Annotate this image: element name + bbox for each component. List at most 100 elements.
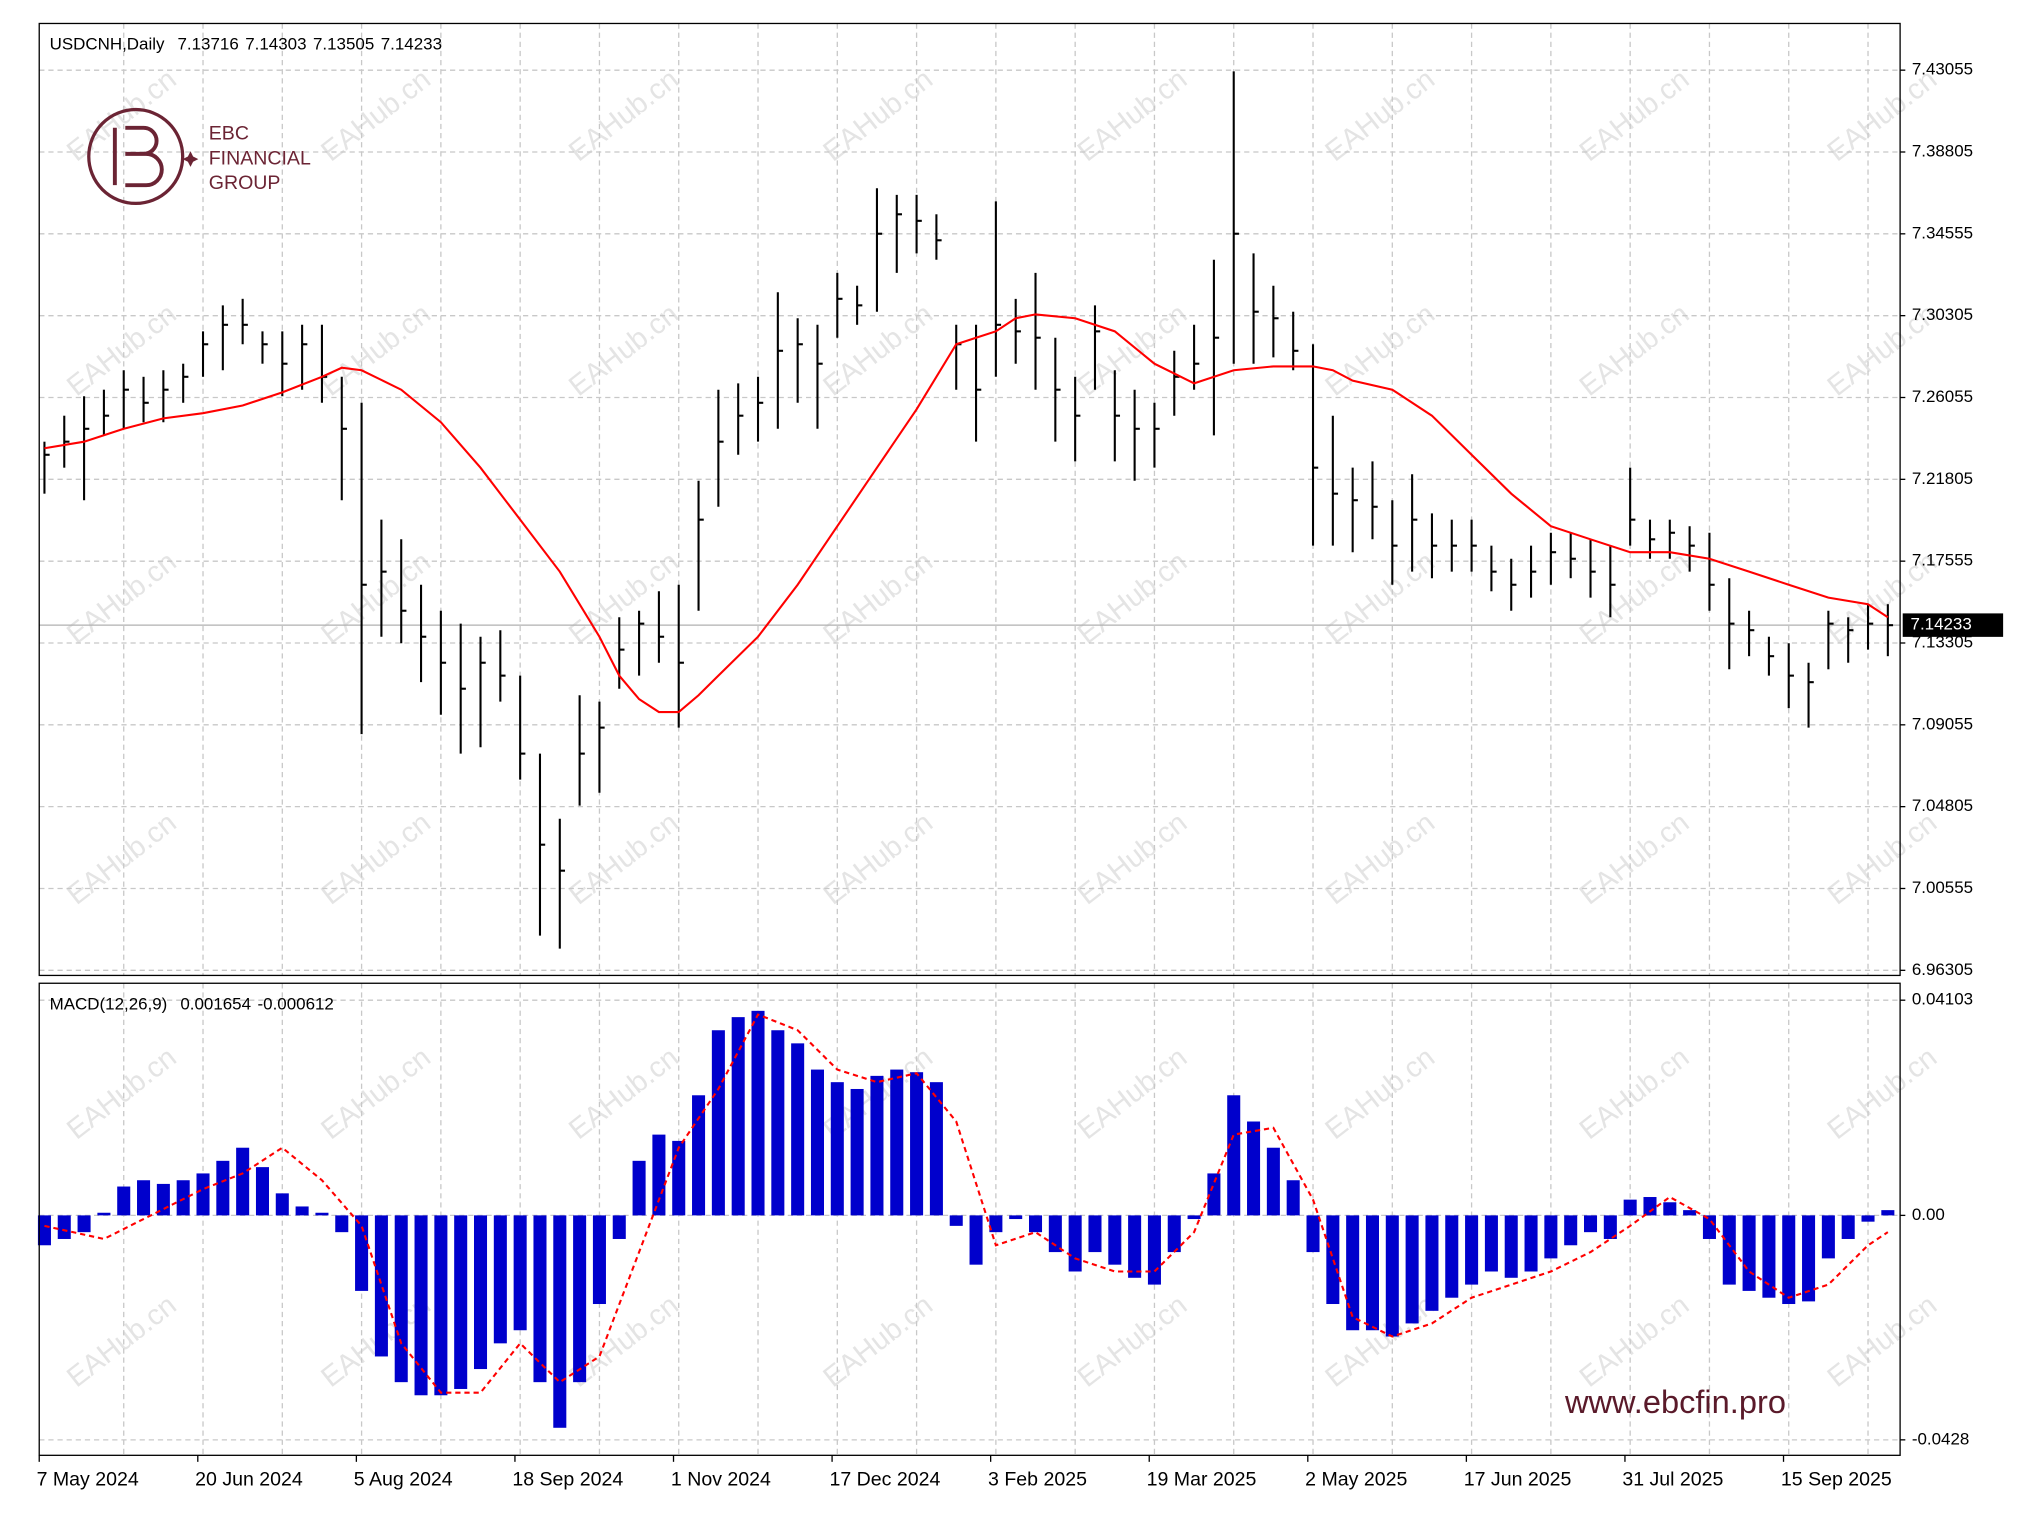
macd-bar [850, 1088, 864, 1216]
macd-bar [1128, 1215, 1142, 1278]
last-price-label: 7.14233 [1911, 615, 1972, 634]
header-value: 7.13505 [313, 35, 374, 54]
macd-bar [236, 1147, 250, 1216]
y-tick-label: 7.17555 [1912, 551, 1973, 570]
macd-bar [1802, 1215, 1816, 1302]
macd-bar [57, 1215, 71, 1239]
moving-average [44, 313, 1889, 714]
macd-bar [434, 1215, 448, 1396]
x-tick-label: 1 Nov 2024 [671, 1468, 771, 1490]
x-tick-label: 17 Jun 2025 [1464, 1468, 1572, 1490]
macd-bar [97, 1212, 111, 1216]
panel-title: MACD(12,26,9) 0.001654 -0.000612 [50, 995, 334, 1014]
macd-bar [77, 1215, 91, 1233]
main-panel [37, 23, 1901, 1456]
logo-glyph [112, 125, 164, 188]
logo-line: FINANCIAL [209, 147, 311, 169]
macd-bar [1683, 1210, 1697, 1216]
x-tick-label: 18 Sep 2024 [512, 1468, 623, 1490]
macd-bar [1861, 1215, 1875, 1222]
logo-star [182, 151, 199, 167]
header-value: 7.14233 [381, 35, 442, 54]
x-tick-label: 15 Sep 2025 [1781, 1468, 1892, 1490]
macd-bar [355, 1215, 369, 1291]
macd-bar [335, 1215, 349, 1233]
macd-bar [573, 1215, 587, 1383]
macd-bar [1504, 1215, 1518, 1278]
macd-bar [1108, 1215, 1122, 1265]
macd-bar [1028, 1215, 1043, 1233]
macd-bar [632, 1160, 646, 1216]
x-tick-label: 7 May 2024 [37, 1468, 139, 1490]
macd-bar [1643, 1197, 1657, 1216]
macd-bar [1564, 1215, 1578, 1246]
macd-bar [255, 1167, 269, 1216]
panel-title-name: MACD(12,26,9) [50, 995, 168, 1014]
macd-bar [791, 1043, 805, 1216]
macd-bar [137, 1180, 151, 1216]
macd-bar [315, 1212, 329, 1216]
macd-bar [1167, 1215, 1181, 1253]
macd-bar [1425, 1215, 1439, 1311]
x-tick-label: 20 Jun 2024 [195, 1468, 303, 1490]
macd-bar [1088, 1215, 1102, 1253]
macd-bar [1742, 1215, 1756, 1291]
panel-title-name: USDCNH,Daily [50, 35, 165, 54]
macd-bar [1722, 1215, 1736, 1285]
y-tick-label: 7.38805 [1912, 141, 1973, 160]
logo-line: GROUP [209, 172, 281, 194]
macd-bar [533, 1215, 547, 1383]
macd-bar [1266, 1147, 1280, 1216]
macd-bar [1702, 1215, 1716, 1239]
y-tick-label: 7.04805 [1912, 796, 1973, 815]
macd-bar [1306, 1215, 1320, 1253]
macd-bar [1782, 1215, 1796, 1305]
macd-bar [513, 1215, 527, 1331]
macd-bar [216, 1160, 230, 1216]
macd-bar [929, 1082, 943, 1216]
x-tick-label: 17 Dec 2024 [829, 1468, 940, 1490]
panel-title: USDCNH,Daily 7.13716 7.14303 7.13505 7.14233 [50, 35, 442, 54]
macd-bar [1147, 1215, 1161, 1285]
logo-name: EBC [209, 122, 249, 144]
y-tick-label: 7.13305 [1912, 632, 1973, 651]
macd-bar [1821, 1215, 1835, 1259]
macd-bar [910, 1072, 924, 1216]
macd-bar [1762, 1215, 1776, 1298]
macd-bar [1068, 1215, 1082, 1272]
macd-bar [1603, 1215, 1617, 1239]
macd-bar [1009, 1215, 1023, 1220]
y-tick-label: 7.09055 [1912, 714, 1973, 733]
macd-bar [176, 1180, 190, 1216]
macd-bar [1663, 1202, 1677, 1216]
logo-ring [87, 107, 185, 206]
y-tick-label: 7.00555 [1912, 878, 1973, 897]
header-value: 0.001654 [180, 995, 251, 1014]
macd-bar [1385, 1215, 1399, 1337]
macd-bar [117, 1186, 131, 1216]
y-tick-label: 0.04103 [1912, 990, 1973, 1009]
logo: EBC FINANCIAL GROUP [87, 107, 311, 206]
macd-bar [454, 1215, 468, 1389]
x-tick-label: 5 Aug 2024 [354, 1468, 453, 1490]
x-tick-label: 31 Jul 2025 [1622, 1468, 1723, 1490]
macd-bar [1465, 1215, 1479, 1285]
macd-bar [949, 1215, 963, 1226]
macd-bar [830, 1082, 844, 1216]
macd-bar [1365, 1215, 1380, 1331]
macd-bar [1048, 1215, 1062, 1253]
macd-bar [1544, 1215, 1558, 1259]
macd-bar [414, 1215, 428, 1396]
y-tick-label: -0.0428 [1912, 1429, 1969, 1448]
x-tick-label: 2 May 2025 [1305, 1468, 1407, 1490]
macd-frame [38, 982, 1901, 1456]
macd-bar [1841, 1215, 1855, 1239]
y-tick-label: 0.00 [1912, 1205, 1945, 1224]
macd-bar [1583, 1215, 1598, 1233]
macd-bar [870, 1075, 884, 1216]
macd-bar [1524, 1215, 1538, 1272]
macd-bar [1247, 1121, 1261, 1216]
